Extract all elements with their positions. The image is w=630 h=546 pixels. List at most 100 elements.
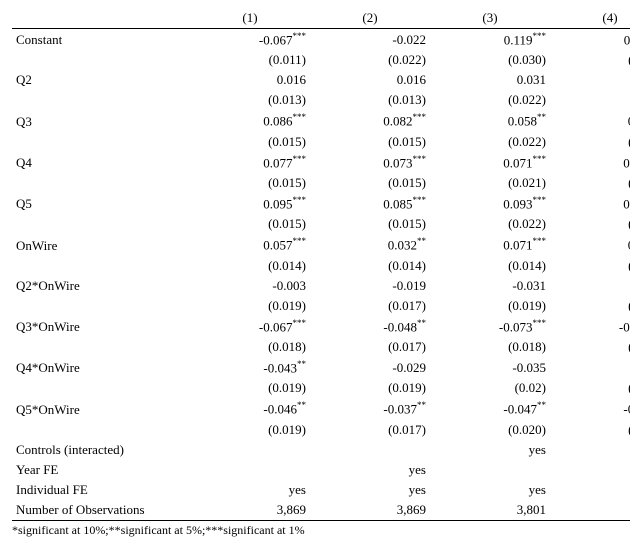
se-cell: (0.020) [550,378,630,398]
meta-cell: yes [430,480,550,500]
coef-cell: 0.086*** [190,110,310,131]
meta-cell: 3,801 [430,500,550,521]
coef-cell: -0.003 [190,276,310,296]
se-cell: (0.022) [430,90,550,110]
meta-cell: yes [190,480,310,500]
se-cell: (0.015) [190,214,310,234]
meta-cell [190,460,310,480]
se-cell: (0.019) [190,378,310,398]
se-cell: (0.017) [310,337,430,357]
row-label: Q2*OnWire [12,276,190,296]
row-label: Q3*OnWire [12,316,190,337]
se-cell: (0.020) [430,420,550,440]
coef-cell: 0.116*** [550,29,630,51]
coef-cell: 0.093*** [430,193,550,214]
se-label [12,50,190,70]
se-cell: (0.013) [310,90,430,110]
meta-cell: yes [310,460,430,480]
se-cell: (0.019) [550,420,630,440]
coef-cell: -0.047** [430,398,550,419]
se-cell: (0.021) [550,173,630,193]
coef-cell: -0.031 [430,276,550,296]
coef-cell: -0.073*** [430,316,550,337]
meta-label: Year FE [12,460,190,480]
se-cell: (0.021) [430,173,550,193]
coef-cell: 0.095*** [190,193,310,214]
row-label: Q5*OnWire [12,398,190,419]
coef-cell: -0.037** [310,398,430,419]
header-blank [12,8,190,29]
coef-cell: -0.056*** [550,316,630,337]
coef-cell: 0.073*** [310,152,430,173]
regression-table: (1)(2)(3)(4)Constant-0.067***-0.0220.119… [12,8,630,521]
se-cell: (0.022) [310,50,430,70]
coef-cell: 0.068*** [550,152,630,173]
row-label: Q2 [12,70,190,90]
coef-cell: -0.035 [430,357,550,378]
coef-cell: 0.085*** [550,193,630,214]
se-cell: (0.022) [430,214,550,234]
coef-cell: 0.032** [310,234,430,255]
se-label [12,296,190,316]
se-label [12,256,190,276]
meta-cell: 3,869 [310,500,430,521]
se-cell: (0.030) [550,50,630,70]
coef-cell: -0.019 [310,276,430,296]
meta-cell [310,440,430,460]
coef-cell: 0.077*** [190,152,310,173]
se-cell: (0.018) [550,337,630,357]
meta-cell: yes [550,460,630,480]
se-cell: (0.015) [550,256,630,276]
column-header-4: (4) [550,8,630,29]
meta-cell: 3,869 [190,500,310,521]
se-label [12,90,190,110]
se-cell: (0.02) [550,90,630,110]
row-label: Q4 [12,152,190,173]
column-header-2: (2) [310,8,430,29]
coef-cell: 0.082*** [310,110,430,131]
coef-cell: -0.048** [310,316,430,337]
se-cell: (0.014) [190,256,310,276]
se-label [12,214,190,234]
se-cell: (0.030) [430,50,550,70]
se-cell: (0.019) [430,296,550,316]
coef-cell: -0.020 [550,276,630,296]
coef-cell: 0.031 [430,70,550,90]
se-cell: (0.017) [310,420,430,440]
se-cell: (0.015) [310,173,430,193]
coef-cell: -0.067*** [190,316,310,337]
significance-footnote: *significant at 10%;**significant at 5%;… [12,521,618,538]
se-cell: (0.018) [430,337,550,357]
meta-label: Number of Observations [12,500,190,521]
se-cell: (0.018) [550,296,630,316]
coef-cell: 0.071*** [430,152,550,173]
coef-cell: 0.119*** [430,29,550,51]
se-cell: (0.021) [550,214,630,234]
se-cell: (0.015) [310,214,430,234]
se-label [12,132,190,152]
se-cell: (0.02) [430,378,550,398]
coef-cell: 0.071*** [430,234,550,255]
meta-cell [430,460,550,480]
row-label: Q5 [12,193,190,214]
coef-cell: 0.016 [310,70,430,90]
coef-cell: -0.046** [190,398,310,419]
row-label: OnWire [12,234,190,255]
se-cell: (0.019) [190,420,310,440]
se-cell: (0.022) [430,132,550,152]
row-label: Constant [12,29,190,51]
meta-cell: yes [310,480,430,500]
se-cell: (0.015) [190,173,310,193]
se-label [12,378,190,398]
column-header-3: (3) [430,8,550,29]
coef-cell: 0.037** [550,234,630,255]
meta-label: Individual FE [12,480,190,500]
se-cell: (0.011) [190,50,310,70]
column-header-1: (1) [190,8,310,29]
se-cell: (0.019) [190,296,310,316]
coef-cell: 0.085*** [310,193,430,214]
meta-cell [190,440,310,460]
se-cell: (0.022) [550,132,630,152]
se-label [12,420,190,440]
meta-cell: yes [550,440,630,460]
